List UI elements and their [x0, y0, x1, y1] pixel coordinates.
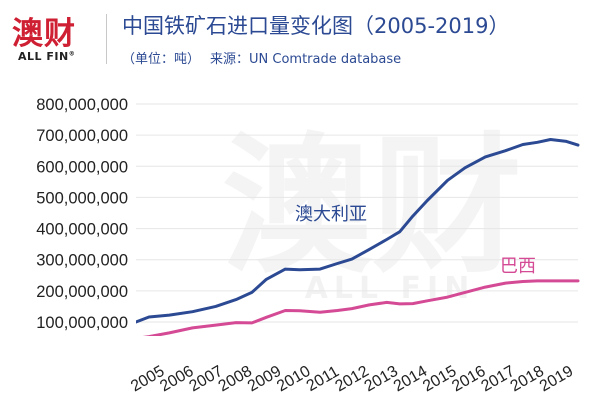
chart-title: 中国铁矿石进口量变化图（2005-2019）: [122, 14, 510, 38]
brand-logo-sub: ALL FIN: [18, 50, 69, 63]
y-tick-label: 200,000,000: [36, 283, 128, 301]
series-label: 澳大利亚: [295, 204, 367, 225]
watermark-text: 澳财: [222, 120, 522, 294]
y-tick-label: 600,000,000: [36, 158, 128, 176]
brand-logo-subtext: ALL FIN®: [18, 50, 75, 63]
y-tick-label: 300,000,000: [36, 252, 128, 270]
unit-label: （单位：吨）: [122, 52, 201, 67]
header-divider: [106, 14, 107, 64]
brand-logo-text: 澳财: [12, 16, 76, 52]
grid-lines: [136, 103, 578, 323]
data-series: [136, 138, 580, 336]
series-line: [136, 138, 580, 324]
chart-subtitle: （单位：吨） 来源：UN Comtrade database: [122, 48, 401, 67]
y-tick-label: 400,000,000: [36, 221, 128, 239]
series-line: [142, 279, 580, 336]
source-label: 来源：UN Comtrade database: [210, 52, 402, 67]
x-tick-label: 2019: [537, 363, 576, 396]
brand-logo: 澳财 ALL FIN®: [10, 6, 102, 68]
y-tick-label: 100,000,000: [36, 314, 128, 332]
series-label: 巴西: [500, 256, 536, 277]
y-tick-label: 500,000,000: [36, 189, 128, 207]
y-tick-label: 800,000,000: [36, 96, 128, 114]
x-axis-tick-labels: 2005200620072008200920102011201220132014…: [128, 363, 576, 396]
y-axis-tick-labels: 100,000,000 200,000,000 300,000,000 400,000…: [36, 96, 128, 332]
y-tick-label: 700,000,000: [36, 127, 128, 145]
watermark-subtext: ALL FIN: [305, 271, 476, 306]
registered-mark: ®: [68, 50, 76, 58]
